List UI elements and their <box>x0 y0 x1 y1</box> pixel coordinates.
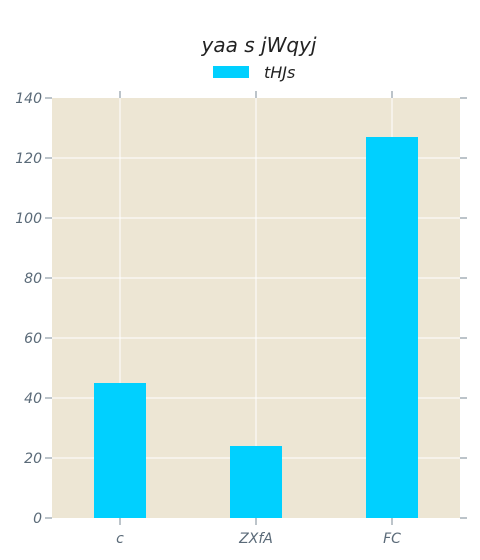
bar-c <box>94 383 146 518</box>
axis-ticks <box>45 91 467 525</box>
legend-label: tHJs <box>264 63 295 82</box>
y-tick-label: 140 <box>15 91 42 107</box>
y-tick-label: 20 <box>24 451 42 467</box>
x-axis-tick-labels: c ZXfA FC <box>116 531 401 547</box>
x-tick-label: ZXfA <box>238 531 273 547</box>
y-axis-tick-labels: 0 20 40 60 80 100 120 140 <box>15 91 42 527</box>
y-tick-label: 100 <box>15 211 42 227</box>
x-tick-label: FC <box>383 531 401 547</box>
y-tick-label: 120 <box>15 151 42 167</box>
y-tick-label: 40 <box>24 391 42 407</box>
bars <box>94 137 418 518</box>
bar-ZXfA <box>230 446 282 518</box>
y-tick-label: 0 <box>33 511 42 527</box>
bar-FC <box>366 137 418 518</box>
legend-swatch <box>213 66 249 78</box>
y-tick-label: 60 <box>24 331 42 347</box>
y-tick-label: 80 <box>24 271 42 287</box>
x-tick-label: c <box>116 531 124 547</box>
legend: tHJs <box>213 63 295 82</box>
chart-title: yaa s jWqyj <box>201 33 317 57</box>
